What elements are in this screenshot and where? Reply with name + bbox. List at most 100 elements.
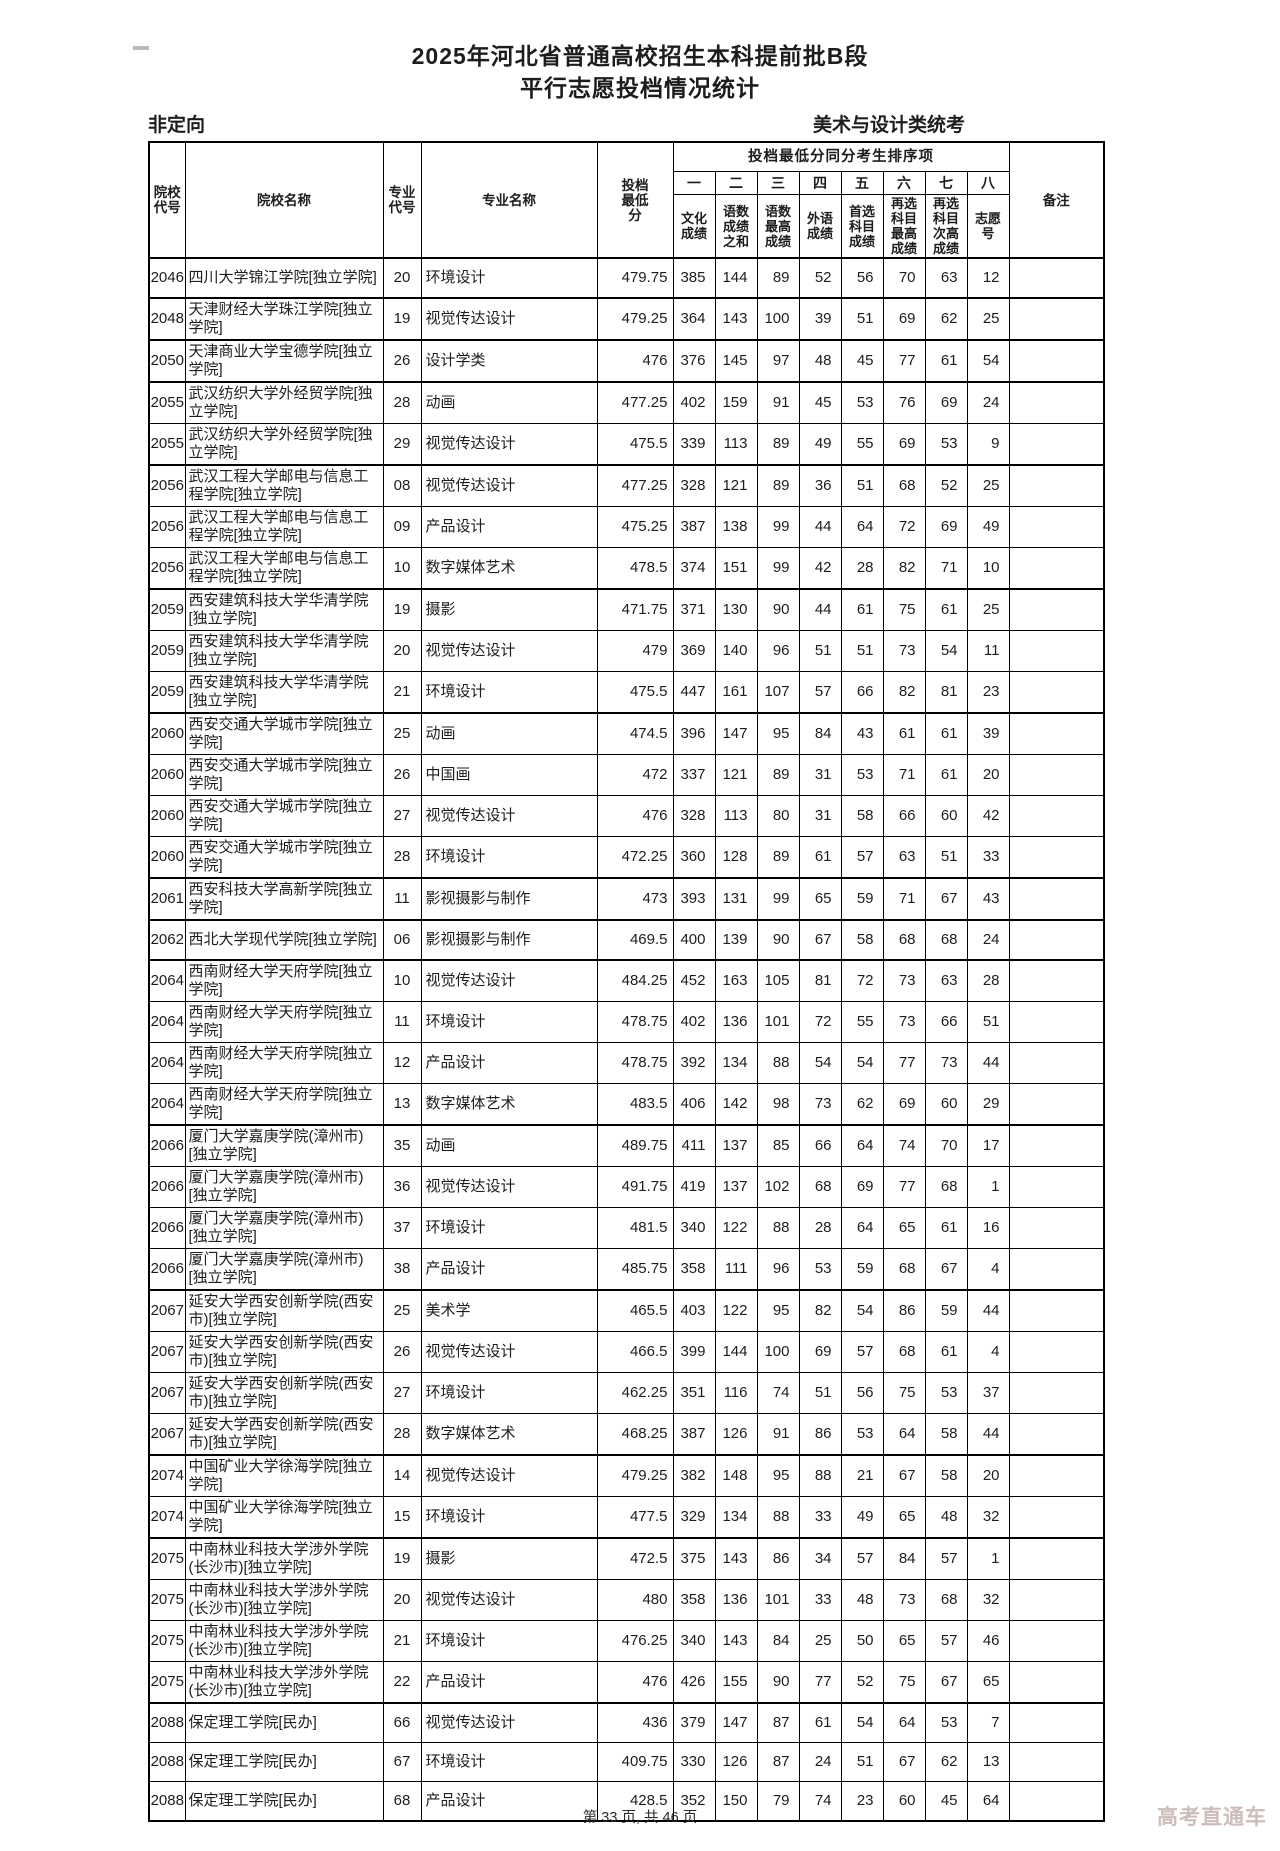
- score-5-cell: 57: [840, 1331, 884, 1373]
- major-name-cell: 影视摄影与制作: [420, 877, 598, 921]
- score-2-cell: 113: [714, 795, 758, 837]
- score-7-cell: 68: [924, 919, 968, 961]
- score-3-cell: 89: [756, 423, 800, 466]
- score-8-cell: 20: [966, 754, 1010, 796]
- score-8-cell: 44: [966, 1042, 1010, 1084]
- score-3-cell: 88: [756, 1042, 800, 1084]
- score-2-cell: 137: [714, 1166, 758, 1208]
- min-score-cell: 484.25: [596, 959, 674, 1002]
- remark-cell: [1008, 464, 1105, 507]
- score-8-cell: 49: [966, 506, 1010, 548]
- table-row: 2066 厦门大学嘉庚学院(漳州市)[独立学院] 35 动画 489.75 411 137 8…: [148, 1124, 1105, 1167]
- score-6-cell: 65: [882, 1620, 926, 1662]
- score-6-cell: 82: [882, 671, 926, 714]
- score-8-cell: 11: [966, 630, 1010, 672]
- score-4-cell: 54: [798, 1042, 842, 1084]
- major-code-cell: 20: [382, 630, 422, 672]
- score-5-cell: 51: [840, 630, 884, 672]
- remark-cell: [1008, 1042, 1105, 1084]
- college-name-cell: 西安交通大学城市学院[独立学院]: [184, 795, 384, 837]
- score-2-cell: 163: [714, 959, 758, 1002]
- score-8-cell: 4: [966, 1331, 1010, 1373]
- remark-cell: [1008, 1248, 1105, 1291]
- score-7-cell: 62: [924, 297, 968, 341]
- score-5-cell: 64: [840, 1124, 884, 1167]
- score-3-cell: 88: [756, 1207, 800, 1249]
- major-code-cell: 12: [382, 1042, 422, 1084]
- score-5-cell: 56: [840, 257, 884, 299]
- score-7-cell: 58: [924, 1413, 968, 1456]
- table-row: 2059 西安建筑科技大学华清学院[独立学院] 19 摄影 471.75 371 130 90…: [148, 588, 1105, 631]
- remark-cell: [1008, 1207, 1105, 1249]
- college-name-cell: 武汉工程大学邮电与信息工程学院[独立学院]: [184, 506, 384, 548]
- major-name-cell: 环境设计: [420, 1496, 598, 1539]
- remark-cell: [1008, 297, 1105, 341]
- major-name-cell: 视觉传达设计: [420, 1454, 598, 1497]
- remark-cell: [1008, 1289, 1105, 1332]
- remark-cell: [1008, 1742, 1105, 1782]
- score-7-cell: 67: [924, 877, 968, 921]
- college-name-cell: 中国矿业大学徐海学院[独立学院]: [184, 1454, 384, 1497]
- min-score-cell: 472: [596, 754, 674, 796]
- major-code-cell: 19: [382, 588, 422, 631]
- min-score-cell: 475.5: [596, 671, 674, 714]
- header-college-name: 院校名称: [184, 141, 384, 259]
- score-1-cell: 328: [672, 464, 716, 507]
- table-row: 2056 武汉工程大学邮电与信息工程学院[独立学院] 09 产品设计 475.25 387…: [148, 506, 1105, 548]
- remark-cell: [1008, 381, 1105, 424]
- score-3-cell: 74: [756, 1372, 800, 1414]
- score-1-cell: 402: [672, 1001, 716, 1043]
- plan-type-label: 非定向: [148, 115, 206, 136]
- score-2-cell: 136: [714, 1579, 758, 1621]
- score-6-cell: 69: [882, 297, 926, 341]
- score-7-cell: 61: [924, 712, 968, 755]
- score-3-cell: 96: [756, 630, 800, 672]
- score-8-cell: 33: [966, 836, 1010, 879]
- score-4-cell: 33: [798, 1496, 842, 1539]
- score-4-cell: 31: [798, 795, 842, 837]
- score-3-cell: 86: [756, 1537, 800, 1580]
- remark-cell: [1008, 1661, 1105, 1704]
- score-7-cell: 62: [924, 1742, 968, 1782]
- remark-cell: [1008, 630, 1105, 672]
- score-6-cell: 75: [882, 588, 926, 631]
- remark-cell: [1008, 877, 1105, 921]
- score-3-cell: 87: [756, 1702, 800, 1743]
- table-row: 2074 中国矿业大学徐海学院[独立学院] 15 环境设计 477.5 329 134 88 3…: [148, 1496, 1105, 1539]
- score-4-cell: 34: [798, 1537, 842, 1580]
- score-1-cell: 360: [672, 836, 716, 879]
- score-2-cell: 136: [714, 1001, 758, 1043]
- score-4-cell: 88: [798, 1454, 842, 1497]
- score-5-cell: 53: [840, 1413, 884, 1456]
- min-score-cell: 479.25: [596, 297, 674, 341]
- major-name-cell: 视觉传达设计: [420, 630, 598, 672]
- min-score-cell: 489.75: [596, 1124, 674, 1167]
- header-tiebreak-num-3: 三: [756, 171, 800, 195]
- score-7-cell: 61: [924, 1331, 968, 1373]
- score-4-cell: 48: [798, 339, 842, 383]
- score-7-cell: 70: [924, 1124, 968, 1167]
- header-tiebreak-num-7: 七: [924, 171, 968, 195]
- major-name-cell: 视觉传达设计: [420, 464, 598, 507]
- min-score-cell: 462.25: [596, 1372, 674, 1414]
- major-code-cell: 38: [382, 1248, 422, 1291]
- score-1-cell: 329: [672, 1496, 716, 1539]
- major-name-cell: 动画: [420, 712, 598, 755]
- table-row: 2066 厦门大学嘉庚学院(漳州市)[独立学院] 37 环境设计 481.5 340 122…: [148, 1207, 1105, 1249]
- score-8-cell: 4: [966, 1248, 1010, 1291]
- min-score-cell: 474.5: [596, 712, 674, 755]
- score-4-cell: 31: [798, 754, 842, 796]
- min-score-cell: 477.25: [596, 464, 674, 507]
- score-8-cell: 1: [966, 1166, 1010, 1208]
- score-8-cell: 1: [966, 1537, 1010, 1580]
- score-1-cell: 411: [672, 1124, 716, 1167]
- college-name-cell: 西安建筑科技大学华清学院[独立学院]: [184, 630, 384, 672]
- college-code-cell: 2050: [148, 339, 186, 383]
- score-5-cell: 53: [840, 381, 884, 424]
- major-code-cell: 29: [382, 423, 422, 466]
- score-4-cell: 65: [798, 877, 842, 921]
- college-name-cell: 武汉纺织大学外经贸学院[独立学院]: [184, 381, 384, 424]
- min-score-cell: 473: [596, 877, 674, 921]
- remark-cell: [1008, 959, 1105, 1002]
- score-3-cell: 96: [756, 1248, 800, 1291]
